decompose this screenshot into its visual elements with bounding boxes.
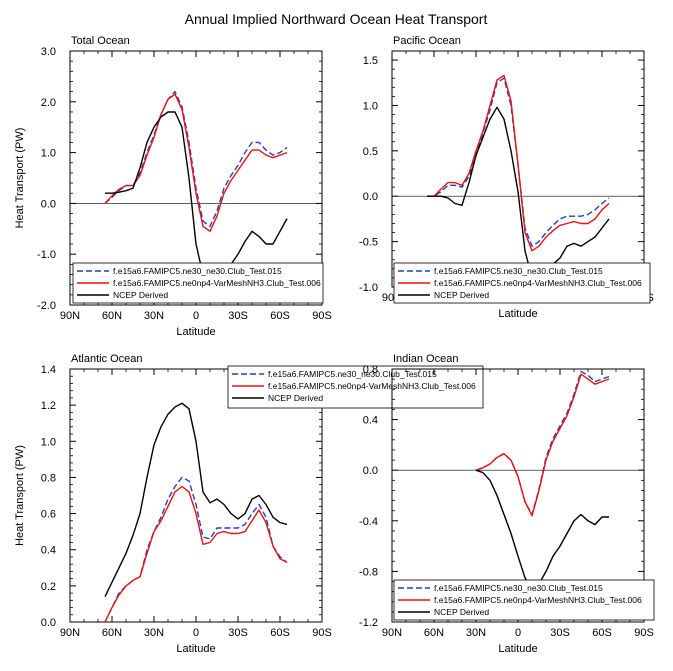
legend-label: f.e15a6.FAMIPC5.ne0np4-VarMeshNH3.Club_T… bbox=[268, 381, 476, 391]
series-line-3 bbox=[427, 106, 610, 279]
legend-label: f.e15a6.FAMIPC5.ne30_ne30.Club_Test.015 bbox=[434, 583, 603, 593]
legend: f.e15a6.FAMIPC5.ne30_ne30.Club_Test.015f… bbox=[393, 579, 655, 621]
y-tick-label: 1.2 bbox=[41, 400, 56, 412]
y-tick-label: 0.8 bbox=[41, 472, 56, 484]
y-axis-label: Heat Transport (PW) bbox=[14, 445, 26, 546]
x-tick-label: 90S bbox=[312, 627, 332, 639]
chart-title: Total Ocean bbox=[71, 35, 130, 47]
y-tick-label: 0.4 bbox=[41, 545, 56, 557]
y-tick-label: 2.0 bbox=[41, 97, 56, 109]
legend-label: NCEP Derived bbox=[268, 393, 323, 403]
series-line-2 bbox=[104, 485, 288, 623]
legend-label: f.e15a6.FAMIPC5.ne30_ne30.Club_Test.015 bbox=[268, 369, 437, 379]
x-tick-label: 30S bbox=[228, 310, 248, 322]
x-tick-label: 60N bbox=[102, 627, 122, 639]
series-line-2 bbox=[427, 74, 610, 252]
legend-box bbox=[72, 262, 324, 304]
legend-label: f.e15a6.FAMIPC5.ne30_ne30.Club_Test.015 bbox=[434, 266, 603, 276]
chart-panel-3: Atlantic Ocean 90N 60N 30N 0 30S 60S 90S 0.0 0.2 0… bbox=[14, 353, 484, 655]
x-axis-label: Latitude bbox=[176, 643, 215, 655]
chart-panel-1: Total Ocean 90N 60N 30N 0 30S 60S 90S -2.0 -1.0 0.… bbox=[14, 35, 332, 338]
x-tick-label: 30N bbox=[144, 310, 164, 322]
x-tick-label: 0 bbox=[193, 627, 199, 639]
x-tick-label: 60S bbox=[270, 310, 290, 322]
x-tick-label: 90N bbox=[60, 310, 80, 322]
x-tick-label: 60N bbox=[424, 627, 444, 639]
series-line-3 bbox=[475, 469, 609, 592]
y-tick-label: 0.0 bbox=[363, 191, 378, 203]
legend-label: f.e15a6.FAMIPC5.ne0np4-VarMeshNH3.Club_T… bbox=[113, 278, 321, 288]
x-axis-label: Latitude bbox=[176, 326, 215, 338]
y-tick-label: 0.8 bbox=[363, 364, 378, 376]
chart-panel-2: Pacific Ocean90N60N30N030S60S90S-1.0-0.5… bbox=[359, 35, 654, 320]
y-tick-label: 0.6 bbox=[41, 509, 56, 521]
chart-title: Atlantic Ocean bbox=[71, 353, 143, 365]
y-tick-label: -1.0 bbox=[359, 282, 378, 294]
x-tick-label: 30N bbox=[144, 627, 164, 639]
series-line-1 bbox=[104, 476, 288, 623]
x-tick-label: 0 bbox=[193, 310, 199, 322]
chart-title: Indian Ocean bbox=[393, 353, 458, 365]
chart-panel-4: Indian Ocean 90N 60N 30N 0 30S 60S 90S -1.2 -0.8 -… bbox=[359, 353, 655, 655]
legend-label: f.e15a6.FAMIPC5.ne30_ne30.Club_Test.015 bbox=[113, 266, 282, 276]
y-tick-label: -0.4 bbox=[359, 516, 378, 528]
page-title: Annual Implied Northward Ocean Heat Tran… bbox=[185, 11, 488, 27]
x-tick-label: 30S bbox=[550, 627, 570, 639]
x-tick-label: 30S bbox=[228, 627, 248, 639]
y-tick-label: 1.0 bbox=[41, 436, 56, 448]
legend-label: f.e15a6.FAMIPC5.ne0np4-VarMeshNH3.Club_T… bbox=[434, 595, 642, 605]
x-axis-label: Latitude bbox=[498, 643, 537, 655]
x-tick-label: 60S bbox=[270, 627, 290, 639]
legend-label: NCEP Derived bbox=[434, 607, 489, 617]
y-axis-label: Heat Transport (PW) bbox=[14, 128, 26, 229]
y-tick-label: 1.5 bbox=[363, 55, 378, 67]
series-line-3 bbox=[105, 111, 288, 286]
y-tick-label: 0.2 bbox=[41, 581, 56, 593]
y-tick-label: 1.0 bbox=[41, 148, 56, 160]
legend-label: NCEP Derived bbox=[434, 290, 489, 300]
y-tick-label: 1.4 bbox=[41, 364, 56, 376]
series-line-2 bbox=[475, 373, 610, 517]
chart-title: Pacific Ocean bbox=[393, 35, 461, 47]
y-tick-label: 0.4 bbox=[363, 415, 378, 427]
x-tick-label: 60S bbox=[592, 627, 612, 639]
x-axis-label: Latitude bbox=[498, 308, 537, 320]
x-tick-label: 60N bbox=[102, 310, 122, 322]
legend-label: f.e15a6.FAMIPC5.ne0np4-VarMeshNH3.Club_T… bbox=[434, 278, 642, 288]
legend-box bbox=[227, 365, 484, 409]
x-tick-label: 90S bbox=[312, 310, 332, 322]
legend: f.e15a6.FAMIPC5.ne30_ne30.Club_Test.015f… bbox=[227, 365, 484, 409]
y-tick-label: -1.0 bbox=[37, 249, 56, 261]
x-tick-label: 90N bbox=[382, 627, 402, 639]
legend-box bbox=[393, 262, 651, 304]
x-tick-label: 0 bbox=[515, 627, 521, 639]
y-tick-label: -0.5 bbox=[359, 237, 378, 249]
legend: f.e15a6.FAMIPC5.ne30_ne30.Club_Test.015f… bbox=[393, 262, 651, 304]
y-tick-label: -0.8 bbox=[359, 566, 378, 578]
y-tick-label: -1.2 bbox=[359, 617, 378, 629]
x-tick-label: 30N bbox=[466, 627, 486, 639]
y-tick-label: -2.0 bbox=[37, 300, 56, 312]
y-tick-label: 0.0 bbox=[41, 617, 56, 629]
y-tick-label: 0.0 bbox=[41, 198, 56, 210]
y-tick-label: 1.0 bbox=[363, 100, 378, 112]
y-tick-label: 0.0 bbox=[363, 465, 378, 477]
y-tick-label: 0.5 bbox=[363, 146, 378, 158]
y-tick-label: 3.0 bbox=[41, 46, 56, 58]
legend-label: NCEP Derived bbox=[113, 290, 168, 300]
series-line-3 bbox=[104, 402, 288, 598]
legend-box bbox=[393, 579, 655, 621]
x-tick-label: 90N bbox=[60, 627, 80, 639]
series-line-1 bbox=[104, 90, 288, 228]
legend: f.e15a6.FAMIPC5.ne30_ne30.Club_Test.015f… bbox=[72, 262, 324, 304]
x-tick-label: 90S bbox=[634, 627, 654, 639]
series-line-2 bbox=[104, 93, 288, 233]
